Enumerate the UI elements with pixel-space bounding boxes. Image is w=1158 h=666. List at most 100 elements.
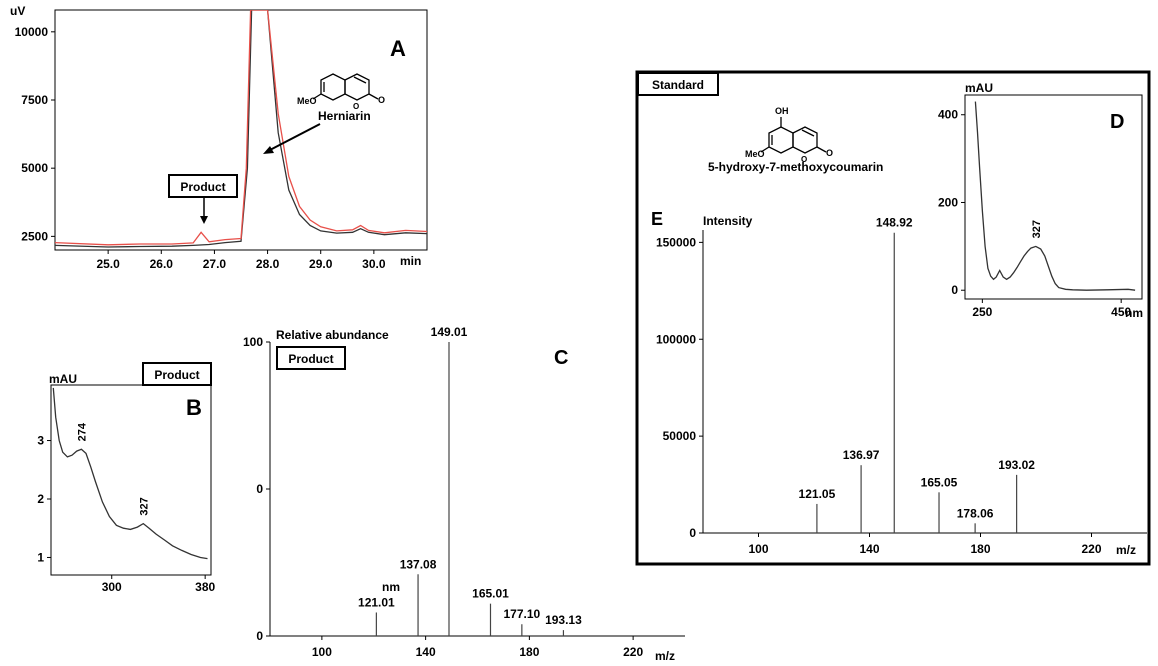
standard-box bbox=[637, 72, 719, 96]
panel-a-product-label: Product bbox=[180, 180, 225, 194]
panel-e-bars: 121.05 136.97 148.92 165.05 178.06 193.02 bbox=[799, 216, 1035, 533]
panelE-y-tick-label: 50000 bbox=[663, 429, 697, 443]
standard-frame bbox=[635, 70, 1151, 566]
panel-a-x-unit: min bbox=[400, 254, 421, 268]
panelD-y-tick-label: 200 bbox=[938, 195, 958, 209]
panel-d-x-unit: nm bbox=[1125, 306, 1143, 320]
panel-c-product-label: Product bbox=[288, 352, 333, 366]
panel-c-y-title: Relative abundance bbox=[276, 328, 389, 342]
panelA-series-line-1 bbox=[55, 10, 427, 246]
panelE-bar-label: 193.02 bbox=[998, 458, 1035, 472]
panelA-y-tick-label: 7500 bbox=[21, 93, 48, 107]
panel-a-y-unit: uV bbox=[10, 4, 25, 18]
panel-d-traces bbox=[974, 101, 1136, 291]
herniarin-oxo-label: O bbox=[378, 95, 385, 105]
panel-c: Relative abundance m/z C Product 100 140 1… bbox=[243, 325, 685, 663]
panelA-x-tick-label: 28.0 bbox=[256, 257, 280, 271]
panelE-bar-label: 121.05 bbox=[799, 487, 836, 501]
panelA-x-tick-label: 29.0 bbox=[309, 257, 333, 271]
panel-a-letter: A bbox=[390, 36, 406, 61]
panelE-bar-label: 178.06 bbox=[957, 506, 994, 520]
panelD-x-tick-label: 250 bbox=[972, 305, 992, 319]
panel-c-bars: 121.01 137.08 149.01 165.01 177.10 193.13 bbox=[358, 325, 582, 636]
panelC-x-tick-label: 140 bbox=[416, 645, 436, 659]
panelC-bar-label: 121.01 bbox=[358, 595, 395, 609]
panelC-bar-label: 149.01 bbox=[431, 325, 468, 339]
standard-structure bbox=[760, 117, 827, 154]
panel-e-letter: E bbox=[651, 209, 663, 229]
panel-b-traces bbox=[52, 387, 208, 560]
panel-c-ticks: 100 140 180 220 0 0 100 bbox=[243, 335, 643, 659]
panelD-x-tick-label: 450 bbox=[1111, 305, 1131, 319]
panelB-y-tick-label: 3 bbox=[37, 434, 44, 448]
panelA-y-tick-label: 10000 bbox=[15, 25, 49, 39]
panelB-x-tick-label: 300 bbox=[102, 580, 122, 594]
panelB-peak-label: 274 bbox=[76, 422, 88, 441]
panel-d-frame bbox=[964, 94, 1143, 300]
standard-label: Standard bbox=[652, 78, 704, 92]
herniarin-structure bbox=[312, 73, 379, 101]
panel-b-x-unit: nm bbox=[382, 580, 400, 594]
panelC-y-tick-label: 100 bbox=[243, 335, 263, 349]
panelC-bar-label: 177.10 bbox=[504, 607, 541, 621]
panel-e-y-title: Intensity bbox=[703, 214, 753, 228]
standard-ring-o-label: O bbox=[801, 155, 807, 164]
panelC-x-tick-label: 180 bbox=[519, 645, 539, 659]
panel-d-y-unit: mAU bbox=[965, 81, 993, 95]
panelB-y-tick-label: 1 bbox=[37, 550, 44, 564]
panelE-y-tick-label: 150000 bbox=[656, 235, 696, 249]
panel-b-frame bbox=[50, 384, 212, 576]
panel-b-product-box bbox=[142, 362, 212, 386]
panelA-x-tick-label: 27.0 bbox=[203, 257, 227, 271]
panelA-x-tick-label: 30.0 bbox=[362, 257, 386, 271]
panelA-x-tick-label: 25.0 bbox=[96, 257, 120, 271]
panelB-peak-label: 327 bbox=[138, 497, 150, 515]
panel-b-peak-labels: 274 327 bbox=[76, 422, 150, 515]
panelE-x-tick-label: 100 bbox=[748, 542, 768, 556]
panelB-series-line-0 bbox=[52, 387, 208, 560]
panel-a-traces bbox=[55, 10, 427, 248]
panelA-y-tick-label: 5000 bbox=[21, 161, 48, 175]
herniarin-ring-o-label: O bbox=[353, 102, 359, 111]
panelD-series-line-0 bbox=[974, 101, 1136, 291]
herniarin-label: Herniarin bbox=[318, 109, 371, 123]
panelC-bar-label: 165.01 bbox=[472, 587, 509, 601]
panel-c-product-box bbox=[276, 346, 346, 370]
panel-a: uV min A 25.0 26.0 27.0 28.0 29.0 30.0 2500 500… bbox=[10, 4, 428, 271]
panel-b-product-label: Product bbox=[154, 368, 199, 382]
panelA-y-tick-label: 2500 bbox=[21, 229, 48, 243]
panelC-bar-label: 193.13 bbox=[545, 613, 582, 627]
panel-c-x-unit: m/z bbox=[655, 649, 675, 663]
panel-b: mAU B Product nm 300 380 1 2 3 274 327 bbox=[37, 362, 400, 594]
panel-e-ticks: 100 140 180 220 0 50000 100000 150000 bbox=[656, 235, 1102, 556]
panel-c-letter: C bbox=[554, 347, 568, 369]
standard-meo-label: MeO bbox=[745, 149, 765, 159]
standard-compound-label: 5-hydroxy-7-methoxycoumarin bbox=[708, 160, 883, 174]
panel-a-frame bbox=[54, 9, 428, 251]
panel-e-x-unit: m/z bbox=[1116, 543, 1136, 557]
panelE-x-tick-label: 180 bbox=[970, 542, 990, 556]
herniarin-arrow bbox=[267, 123, 321, 152]
panelC-y-tick-label: 0 bbox=[256, 482, 263, 496]
panel-d-letter: D bbox=[1110, 111, 1124, 133]
panelC-x-tick-label: 220 bbox=[623, 645, 643, 659]
panelD-peak-label: 327 bbox=[1031, 220, 1043, 238]
panelA-series-line-0 bbox=[55, 10, 427, 248]
panelE-bar-label: 165.05 bbox=[921, 475, 958, 489]
herniarin-meo-label: MeO bbox=[297, 96, 317, 106]
standard-oxo-label: O bbox=[826, 148, 833, 158]
standard-oh-label: OH bbox=[775, 106, 789, 116]
product-arrowhead bbox=[200, 216, 208, 224]
panel-b-letter: B bbox=[186, 395, 202, 420]
panelE-bar-label: 136.97 bbox=[843, 448, 880, 462]
panel-a-product-box bbox=[168, 174, 238, 198]
panel-d-peak-labels: 327 bbox=[1031, 220, 1043, 238]
panelC-y-tick-label: 0 bbox=[256, 629, 263, 643]
panel-a-ticks: 25.0 26.0 27.0 28.0 29.0 30.0 2500 5000 7500 1000… bbox=[15, 25, 386, 271]
panelE-bar-label: 148.92 bbox=[876, 216, 913, 230]
panel-e: Standard OH MeO O O 5-hydroxy-7-methoxyc… bbox=[635, 70, 1151, 566]
panelD-y-tick-label: 0 bbox=[951, 283, 958, 297]
panelE-x-tick-label: 140 bbox=[859, 542, 879, 556]
